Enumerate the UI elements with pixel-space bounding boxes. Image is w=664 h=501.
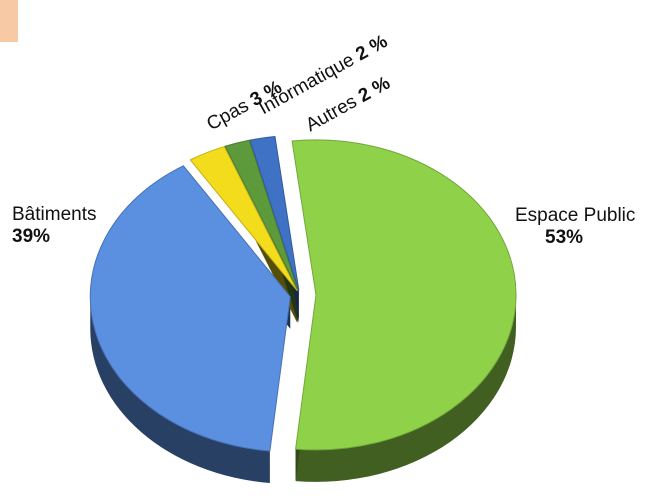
- slice-label-batiments: Bâtiments 39%: [12, 204, 96, 248]
- slice-batiments: [89, 165, 291, 452]
- slice-value: 53%: [545, 227, 584, 248]
- slice-label-espace-public: Espace Public 53%: [515, 205, 635, 249]
- slice-autres: [249, 136, 300, 291]
- corner-accent-block: [0, 0, 18, 42]
- slice-side-batiments: [90, 296, 270, 483]
- slice-espace-public: [291, 139, 517, 451]
- slice-name: Espace Public: [515, 205, 636, 226]
- slice-name: Bâtiments: [12, 204, 97, 225]
- slice-side-espace-public: [295, 294, 516, 482]
- slice-informatique: [224, 139, 299, 291]
- slice-cpas: [189, 145, 298, 292]
- slice-value: 39%: [12, 226, 51, 247]
